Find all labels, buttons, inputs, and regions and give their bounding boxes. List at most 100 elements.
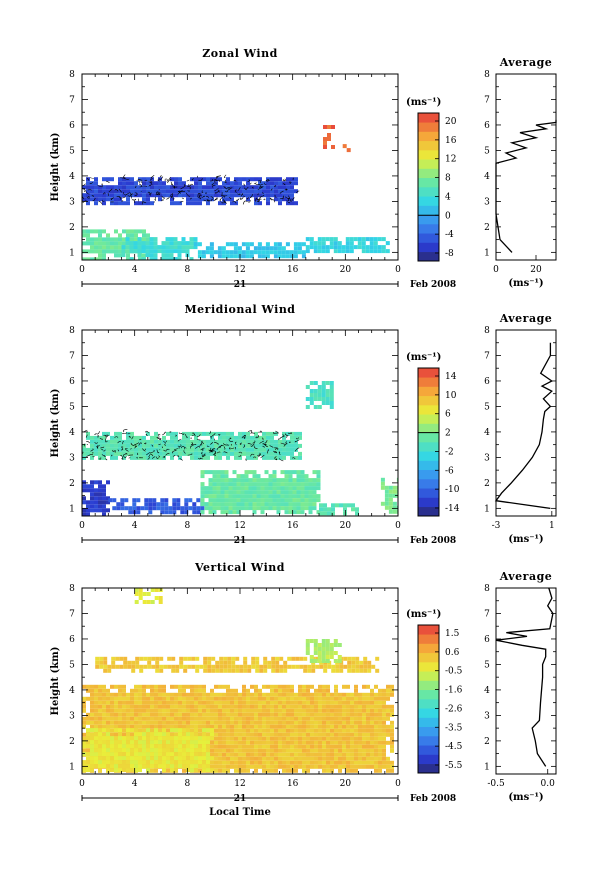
heatmap-cell (224, 474, 229, 479)
heatmap-cell (216, 474, 221, 479)
heatmap-cell (299, 656, 304, 661)
contour-line (116, 196, 121, 199)
heatmap-cell (238, 189, 242, 194)
contour-line (274, 458, 278, 461)
heatmap-cell (246, 177, 250, 182)
heatmap-cell (192, 502, 197, 507)
heatmap-cells (82, 381, 398, 516)
heatmap-cell (98, 508, 102, 513)
heatmap-cell (186, 684, 190, 689)
heatmap-cell (392, 509, 397, 514)
heatmap-cell (137, 237, 142, 242)
heatmap-cell (158, 744, 162, 749)
heatmap-cell (282, 431, 286, 436)
heatmap-cell (146, 728, 150, 733)
heatmap-cell (162, 756, 166, 761)
contour-line (206, 199, 211, 202)
heatmap-cell (266, 712, 270, 717)
heatmap-cell (354, 752, 358, 757)
heatmap-cell (350, 704, 354, 709)
heatmap-cell (283, 664, 288, 669)
heatmap-cell (190, 185, 194, 190)
heatmap-cell (134, 592, 139, 596)
heatmap-cell (130, 435, 134, 440)
heatmap-cell (146, 752, 150, 757)
heatmap-cell (334, 716, 338, 721)
heatmap-cell (169, 245, 174, 250)
heatmap-cell (90, 684, 94, 689)
heatmap-cell (242, 760, 246, 765)
heatmap-cell (106, 496, 110, 501)
contour-line (85, 434, 88, 438)
heatmap-cell (366, 728, 370, 733)
heatmap-cell (258, 688, 262, 693)
heatmap-cell (259, 668, 264, 673)
heatmap-cell (230, 704, 234, 709)
heatmap-cell (242, 756, 246, 761)
heatmap-cell (341, 249, 346, 254)
heatmap-cell (245, 246, 250, 251)
profile-y-tick-label: 2 (484, 223, 490, 233)
heatmap-cell (290, 712, 294, 717)
contour-line (121, 458, 124, 460)
x-tick-label: 8 (184, 521, 190, 531)
heatmap-cell (278, 748, 282, 753)
heatmap-cell (342, 700, 346, 705)
heatmap-cell (290, 760, 294, 765)
heatmap-cell (252, 478, 257, 483)
heatmap-cell (304, 490, 309, 495)
heatmap-cell (214, 177, 218, 182)
heatmap-cell (86, 201, 90, 206)
heatmap-cell (250, 177, 254, 182)
contour-line (229, 197, 232, 200)
heatmap-cell (266, 684, 270, 689)
heatmap-cell (150, 443, 154, 448)
contour-line (213, 198, 218, 201)
heatmap-cell (106, 480, 110, 485)
heatmap-cell (314, 692, 318, 697)
heatmap-cell (226, 696, 230, 701)
heatmap-cell (126, 748, 130, 753)
colorbar-band (418, 224, 439, 234)
heatmap-cell (86, 431, 90, 436)
heatmap-cell (102, 488, 106, 493)
profile-x-tick-label: 0.0 (541, 779, 556, 789)
heatmap-cell (246, 443, 250, 448)
contour-line (253, 445, 258, 449)
heatmap-cell (238, 720, 242, 725)
heatmap-cell (195, 656, 200, 661)
heatmap-cell (258, 756, 262, 761)
heatmap-cell (300, 478, 305, 483)
heatmap-cell (222, 435, 226, 440)
heatmap-cell (263, 656, 268, 661)
heatmap-cell (210, 744, 214, 749)
heatmap-cell (102, 712, 106, 717)
heatmap-cell (369, 237, 374, 242)
heatmap-cell (309, 639, 314, 643)
heatmap-cell (197, 254, 202, 259)
heatmap-cell (305, 639, 310, 643)
contour-line (161, 195, 166, 199)
heatmap-cell (130, 431, 134, 436)
heatmap-cell (359, 660, 364, 665)
heatmap-cell (330, 752, 334, 757)
heatmap-cell (146, 692, 150, 697)
heatmap-cell (136, 506, 141, 511)
heatmap-cell (230, 688, 234, 693)
colorbar-band (418, 386, 439, 397)
heatmap-cell (166, 692, 170, 697)
heatmap-cell (278, 756, 282, 761)
heatmap-cell (108, 498, 113, 503)
heatmap-cell (118, 756, 122, 761)
heatmap-cell (208, 498, 213, 503)
heatmap-cell (158, 455, 162, 460)
heatmap-cell (149, 249, 154, 254)
contour-line (98, 457, 102, 460)
heatmap-cell (242, 740, 246, 745)
heatmap-cell (218, 189, 222, 194)
heatmap-cell (90, 245, 94, 250)
heatmap-cell (185, 241, 190, 246)
heatmap-cell (121, 249, 126, 254)
heatmap-cell (288, 506, 293, 511)
colorbar-band (418, 745, 439, 755)
